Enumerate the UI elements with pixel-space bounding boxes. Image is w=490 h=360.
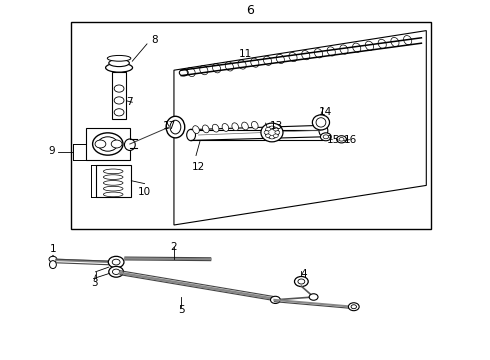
Ellipse shape (103, 181, 123, 185)
Text: 11: 11 (238, 49, 252, 59)
Ellipse shape (348, 303, 359, 311)
Text: 10: 10 (138, 186, 151, 197)
Bar (86, 128, 130, 160)
Ellipse shape (313, 115, 330, 130)
Ellipse shape (166, 116, 185, 138)
Ellipse shape (232, 123, 239, 131)
Ellipse shape (107, 55, 131, 61)
Ellipse shape (339, 138, 344, 141)
Bar (191, 130, 323, 140)
Ellipse shape (251, 121, 258, 129)
Ellipse shape (212, 124, 219, 132)
Ellipse shape (103, 169, 123, 174)
Ellipse shape (222, 123, 229, 131)
Ellipse shape (112, 259, 120, 265)
Text: 1: 1 (49, 244, 56, 254)
Text: 9: 9 (48, 146, 55, 156)
Ellipse shape (98, 137, 118, 151)
Ellipse shape (49, 261, 56, 269)
Ellipse shape (337, 136, 346, 143)
Ellipse shape (124, 139, 135, 150)
Text: 2: 2 (171, 242, 177, 252)
Ellipse shape (114, 85, 124, 92)
Ellipse shape (273, 134, 278, 138)
Text: 3: 3 (91, 278, 98, 288)
Ellipse shape (261, 123, 283, 142)
Text: 5: 5 (178, 305, 185, 315)
Ellipse shape (298, 279, 305, 284)
Ellipse shape (187, 129, 196, 141)
Ellipse shape (266, 127, 270, 131)
Ellipse shape (270, 126, 274, 130)
Ellipse shape (49, 256, 57, 262)
Ellipse shape (351, 305, 356, 309)
Ellipse shape (109, 59, 129, 67)
Ellipse shape (113, 269, 120, 275)
Bar (71, 22, 431, 229)
Ellipse shape (266, 134, 270, 138)
Ellipse shape (93, 133, 123, 155)
Text: 8: 8 (151, 35, 158, 45)
Text: 7: 7 (126, 96, 133, 107)
Ellipse shape (242, 122, 248, 130)
Ellipse shape (270, 135, 274, 139)
Ellipse shape (319, 125, 328, 136)
Ellipse shape (323, 135, 329, 139)
Ellipse shape (114, 97, 124, 104)
Text: 14: 14 (319, 107, 333, 117)
Ellipse shape (264, 131, 269, 134)
Ellipse shape (309, 294, 318, 300)
Ellipse shape (294, 276, 308, 287)
Text: 12: 12 (192, 162, 205, 172)
Text: 16: 16 (343, 135, 357, 145)
Text: 4: 4 (300, 269, 307, 279)
Ellipse shape (111, 140, 122, 148)
Bar (96, 165, 131, 197)
Ellipse shape (103, 186, 123, 191)
Ellipse shape (103, 192, 123, 197)
Ellipse shape (273, 127, 278, 131)
Ellipse shape (265, 126, 279, 139)
Ellipse shape (95, 140, 106, 148)
Ellipse shape (170, 120, 181, 134)
Ellipse shape (193, 126, 199, 134)
Ellipse shape (202, 125, 209, 133)
Text: 6: 6 (246, 4, 254, 17)
Ellipse shape (275, 131, 280, 134)
Bar (112, 72, 126, 119)
Text: 13: 13 (270, 121, 284, 131)
Text: 17: 17 (162, 121, 176, 131)
Text: 15: 15 (326, 135, 340, 145)
Ellipse shape (103, 175, 123, 180)
Ellipse shape (316, 118, 326, 127)
Ellipse shape (270, 296, 280, 303)
Ellipse shape (105, 63, 132, 72)
Ellipse shape (114, 109, 124, 116)
Ellipse shape (109, 266, 123, 277)
Ellipse shape (108, 256, 124, 268)
Ellipse shape (320, 133, 331, 141)
